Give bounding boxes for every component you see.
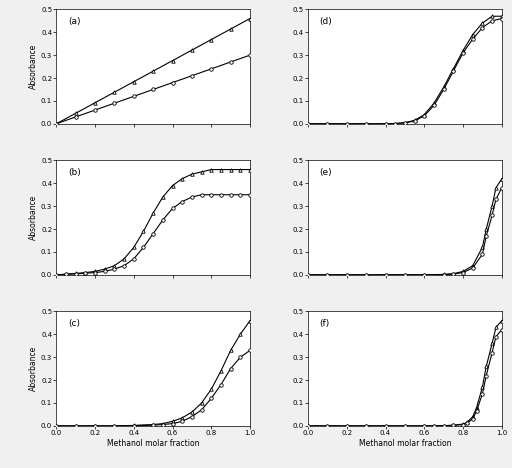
Text: (a): (a) [68, 17, 80, 26]
X-axis label: Methanol molar fraction: Methanol molar fraction [359, 439, 451, 448]
Text: (d): (d) [319, 17, 332, 26]
Text: (b): (b) [68, 168, 81, 177]
Text: (c): (c) [68, 320, 80, 329]
X-axis label: Methanol molar fraction: Methanol molar fraction [107, 439, 199, 448]
Y-axis label: Absorbance: Absorbance [29, 346, 38, 391]
Text: (f): (f) [319, 320, 330, 329]
Text: (e): (e) [319, 168, 332, 177]
Y-axis label: Absorbance: Absorbance [29, 195, 38, 240]
Y-axis label: Absorbance: Absorbance [29, 44, 38, 89]
